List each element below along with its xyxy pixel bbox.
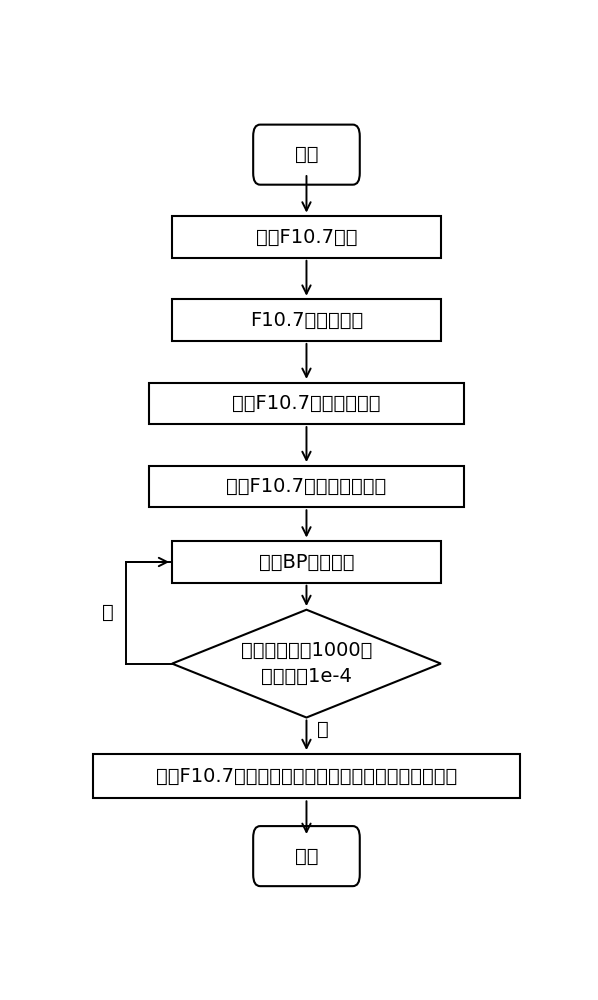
Text: 训练BP神经网络: 训练BP神经网络 — [259, 552, 354, 571]
FancyBboxPatch shape — [253, 125, 360, 185]
Text: 结束: 结束 — [295, 847, 318, 866]
Bar — [149, 466, 464, 507]
Text: 迭代次数大于1000或
误差小于1e-4: 迭代次数大于1000或 误差小于1e-4 — [241, 641, 372, 686]
Text: 获取F10.7数据: 获取F10.7数据 — [256, 228, 357, 247]
Text: 开始: 开始 — [295, 145, 318, 164]
Bar — [93, 754, 520, 798]
Text: 是: 是 — [317, 720, 328, 739]
FancyBboxPatch shape — [253, 826, 360, 886]
Text: 输入F10.7历史数据到训练好的神经网络实现数据预报: 输入F10.7历史数据到训练好的神经网络实现数据预报 — [156, 767, 457, 786]
Text: 否: 否 — [102, 603, 114, 622]
Polygon shape — [172, 610, 441, 718]
Text: 划分F10.7训练集、测试集: 划分F10.7训练集、测试集 — [227, 477, 386, 496]
Bar — [172, 216, 441, 258]
Text: F10.7数据归一化: F10.7数据归一化 — [250, 311, 363, 330]
Bar — [172, 541, 441, 583]
Bar — [149, 383, 464, 424]
Text: 制作F10.7监督学习样本: 制作F10.7监督学习样本 — [232, 394, 381, 413]
Bar — [172, 299, 441, 341]
